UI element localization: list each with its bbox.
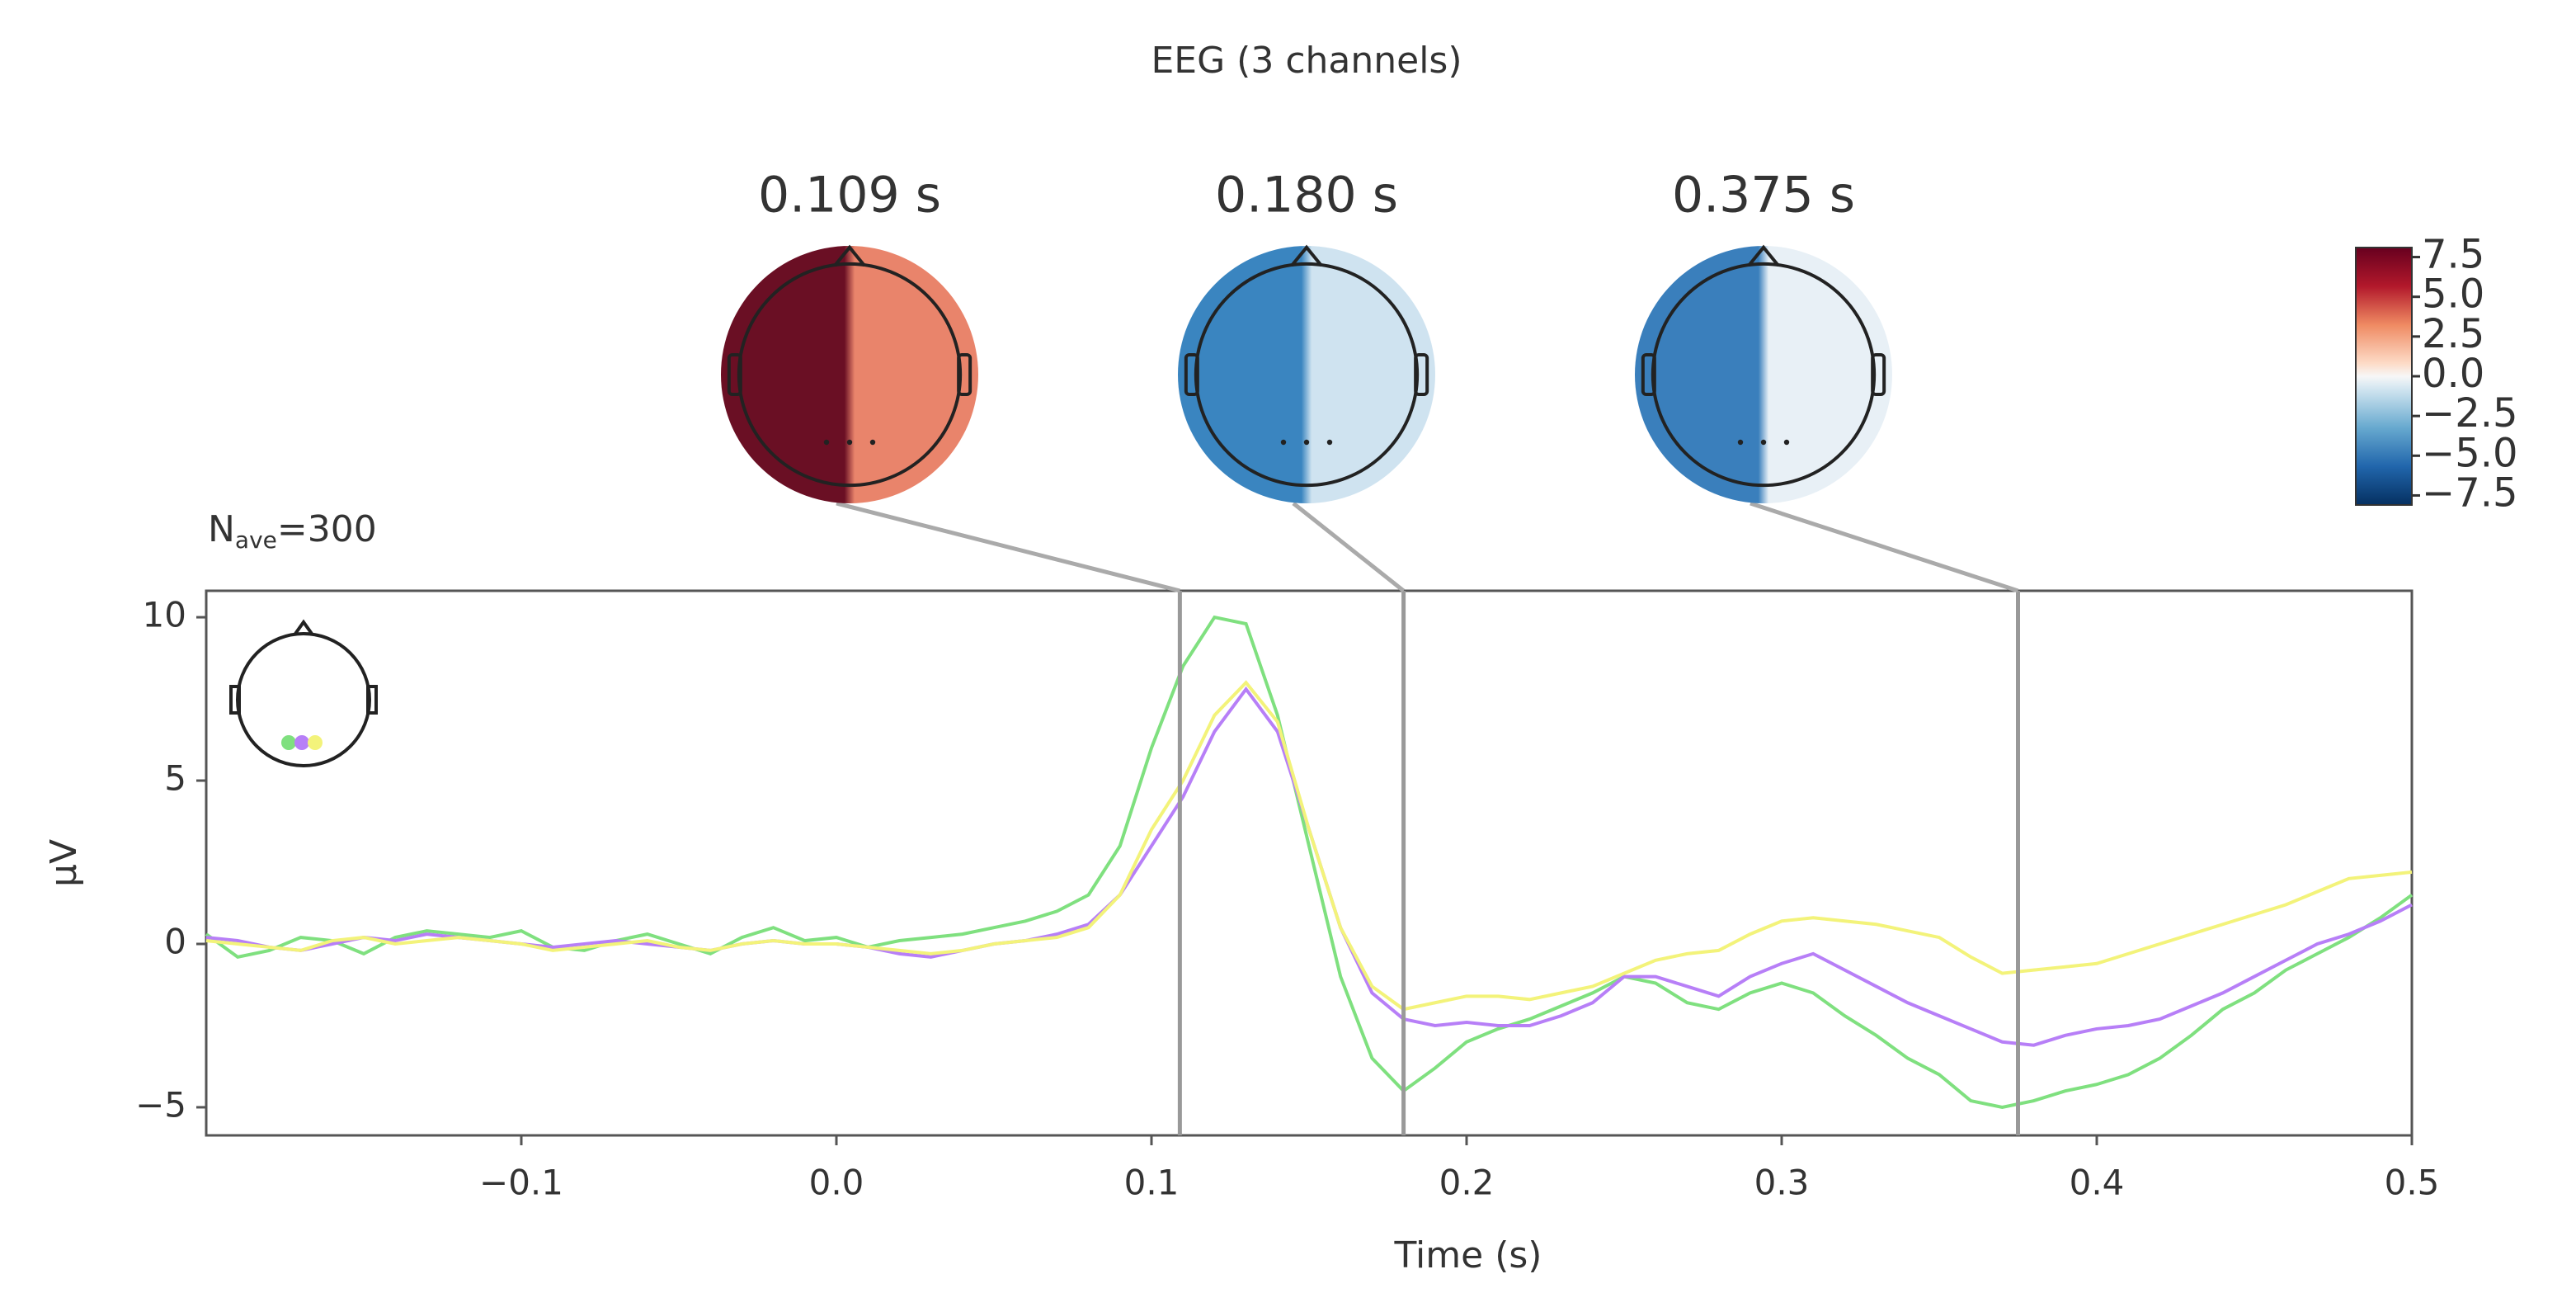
topomap-nose <box>1747 244 1780 267</box>
topomap-sensor <box>846 439 853 446</box>
sensor-dot <box>294 735 309 750</box>
colorbar-tick-label: 7.5 <box>2422 232 2484 278</box>
time-connector <box>1292 502 1406 592</box>
topomap-ear <box>1184 353 1199 396</box>
x-tick-label: 0.4 <box>2070 1163 2125 1203</box>
sensor-ear <box>366 685 378 715</box>
topomap-nose <box>833 244 866 267</box>
colorbar-tick-label: −2.5 <box>2422 390 2518 436</box>
topomap-nose <box>1290 244 1323 267</box>
time-connector <box>1750 501 2019 593</box>
series-line <box>205 686 2413 1047</box>
topomap-sensor <box>1783 439 1790 446</box>
nave-label: Nave=300 <box>208 508 377 554</box>
topomap-ear <box>1871 353 1886 396</box>
y-axis-label: µV <box>43 839 85 887</box>
x-tick-label: −0.1 <box>479 1163 563 1203</box>
x-tick-label: 0.0 <box>809 1163 864 1203</box>
topomap-sensor <box>1737 439 1744 446</box>
chart-title: EEG (3 channels) <box>1151 40 1462 82</box>
plot-frame <box>205 589 2414 1137</box>
colorbar-tick-label: −5.0 <box>2422 430 2518 476</box>
x-tick-label: 0.3 <box>1754 1163 1810 1203</box>
colorbar-tick-label: 2.5 <box>2422 311 2484 357</box>
sensor-dot <box>308 735 323 750</box>
sensor-dot <box>281 735 296 750</box>
series-line <box>205 680 2413 1012</box>
topomap-ear <box>1414 353 1429 396</box>
topomap-title: 0.375 s <box>1672 167 1855 224</box>
colorbar-tick-label: −7.5 <box>2422 469 2518 516</box>
topomap <box>1635 246 1892 503</box>
x-tick-label: 0.1 <box>1124 1163 1180 1203</box>
topomap-ear <box>957 353 972 396</box>
sensor-ear <box>229 685 241 715</box>
y-tick-label: 0 <box>164 921 186 961</box>
topomap-ear <box>1641 353 1656 396</box>
x-tick-label: 0.5 <box>2385 1163 2440 1203</box>
topomap <box>721 246 978 503</box>
topomap-sensor <box>823 439 830 446</box>
topomap-title: 0.180 s <box>1215 167 1398 224</box>
x-axis-label: Time (s) <box>1394 1234 1542 1276</box>
topomap-sensor <box>1303 439 1310 446</box>
topomap-sensor <box>1280 439 1287 446</box>
topomap <box>1178 246 1435 503</box>
x-tick-label: 0.2 <box>1439 1163 1495 1203</box>
topomap-sensor <box>1326 439 1333 446</box>
y-tick-label: −5 <box>135 1084 186 1125</box>
sensor-nose <box>294 619 313 635</box>
colorbar <box>2355 247 2413 506</box>
topomap-ear <box>727 353 742 396</box>
colorbar-tick-label: 5.0 <box>2422 271 2484 318</box>
topomap-title: 0.109 s <box>758 167 941 224</box>
y-tick-label: 10 <box>143 595 186 635</box>
y-tick-label: 5 <box>164 758 186 799</box>
colorbar-tick-label: 0.0 <box>2422 351 2484 397</box>
topomap-sensor <box>869 439 876 446</box>
time-connector <box>836 501 1180 593</box>
topomap-sensor <box>1760 439 1767 446</box>
